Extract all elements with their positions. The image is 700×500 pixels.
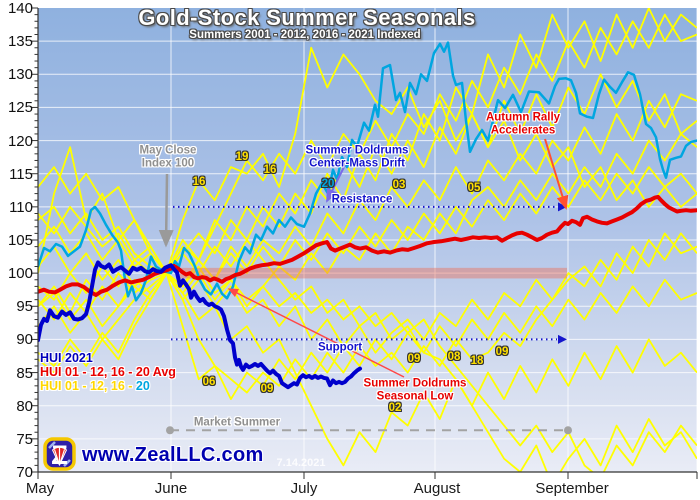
center-mass-arrow (326, 160, 348, 203)
series-layer (38, 8, 697, 472)
level-arrowhead (558, 334, 567, 344)
series-individual-summer (38, 239, 697, 472)
series-hui-2020 (38, 41, 697, 302)
series-hui-2021 (38, 260, 362, 390)
market-summer-endpoint (564, 426, 572, 435)
series-individual-summer (38, 73, 697, 274)
center-mass-band (180, 267, 567, 279)
axes (31, 7, 698, 479)
series-individual-summer (38, 93, 697, 341)
may-close-arrow (158, 173, 174, 248)
series-individual-summer (38, 166, 697, 400)
series-individual-summer (38, 272, 697, 467)
series-individual-summer (38, 225, 697, 472)
series-individual-summer (38, 166, 697, 374)
autumn-rally-arrow (544, 138, 569, 210)
seasonal-low-arrow (227, 288, 405, 378)
market-summer-endpoint (166, 426, 174, 435)
